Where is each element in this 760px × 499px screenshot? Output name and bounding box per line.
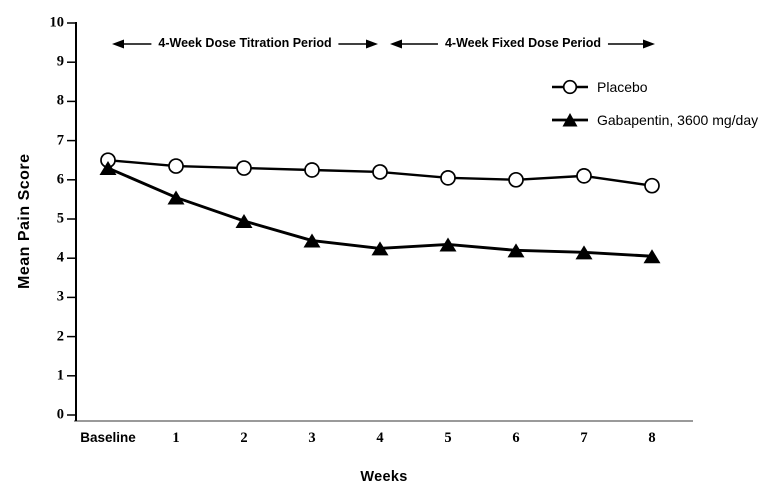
- x-tick-label: 1: [172, 430, 180, 446]
- x-tick-label: 4: [376, 430, 384, 446]
- gabapentin-marker: [439, 237, 457, 252]
- legend: Placebo Gabapentin, 3600 mg/day: [550, 77, 758, 143]
- x-tick-label: 3: [308, 430, 316, 446]
- x-tick-label: 6: [512, 430, 520, 446]
- right-arrowhead-icon: [643, 39, 655, 49]
- legend-label-gabapentin: Gabapentin, 3600 mg/day: [597, 112, 759, 128]
- y-tick-label: 6: [56, 171, 64, 188]
- gabapentin-marker: [371, 241, 389, 256]
- placebo-marker: [236, 160, 252, 176]
- x-tick-label: Baseline: [80, 430, 136, 445]
- x-tick-label: 8: [648, 430, 656, 446]
- x-tick-label: 2: [240, 430, 248, 446]
- gabapentin-marker: [99, 161, 117, 176]
- gabapentin-marker: [507, 243, 525, 258]
- right-arrowhead-icon: [366, 39, 378, 49]
- y-tick-label: 8: [56, 92, 64, 109]
- placebo-marker: [508, 171, 524, 188]
- legend-label-placebo: Placebo: [597, 79, 648, 95]
- x-tick-label: 5: [444, 430, 452, 446]
- x-tick-label: 7: [580, 430, 588, 446]
- y-tick-label: 7: [56, 132, 64, 149]
- annotation-fixed-dose-period: 4-Week Fixed Dose Period: [437, 36, 609, 50]
- x-axis-title: Weeks: [360, 469, 408, 485]
- gabapentin-marker: [167, 190, 185, 205]
- placebo-marker: [372, 164, 388, 180]
- open-circle-marker-icon: [552, 79, 588, 95]
- left-arrowhead-icon: [390, 39, 402, 49]
- placebo-marker: [576, 168, 592, 184]
- placebo-marker: [644, 177, 660, 194]
- placebo-marker: [168, 158, 184, 174]
- gabapentin-marker: [575, 245, 593, 260]
- gabapentin-marker: [235, 213, 253, 228]
- y-tick-label: 9: [56, 53, 64, 70]
- gabapentin-marker: [643, 249, 661, 264]
- gabapentin-marker: [303, 233, 321, 248]
- filled-triangle-marker-icon: [552, 113, 588, 127]
- y-tick-label: 5: [56, 210, 64, 227]
- left-arrowhead-icon: [112, 39, 124, 49]
- y-tick-label: 1: [56, 367, 64, 384]
- y-tick-label: 3: [56, 288, 64, 305]
- y-tick-label: 2: [56, 328, 64, 345]
- y-tick-label: 4: [56, 249, 64, 266]
- placebo-marker: [304, 162, 320, 178]
- placebo-marker: [440, 169, 456, 186]
- legend-item-gabapentin: Gabapentin, 3600 mg/day: [550, 110, 758, 130]
- annotation-titration-period: 4-Week Dose Titration Period: [151, 36, 339, 50]
- y-tick-label: 0: [56, 406, 64, 423]
- legend-item-placebo: Placebo: [550, 77, 758, 97]
- y-tick-label: 10: [49, 14, 65, 31]
